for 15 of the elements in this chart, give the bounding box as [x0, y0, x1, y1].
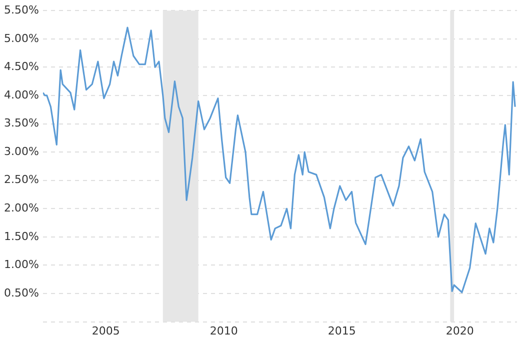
y-tick-label: 3.00%: [4, 144, 39, 158]
x-tick-label: 2010: [210, 324, 238, 338]
y-tick-label: 5.50%: [4, 3, 39, 16]
x-tick-label: 2015: [328, 324, 356, 338]
y-tick-label: 5.00%: [4, 32, 39, 45]
y-tick-label: 2.00%: [4, 201, 39, 214]
y-tick-label: 1.50%: [4, 230, 39, 243]
y-tick-label: 2.50%: [4, 173, 39, 186]
y-tick-label: 0.50%: [4, 286, 39, 300]
y-tick-label: 1.00%: [4, 258, 39, 272]
y-tick-label: 4.50%: [4, 60, 39, 74]
y-tick-label: 4.00%: [4, 88, 39, 102]
y-tick-label: 3.50%: [4, 116, 39, 130]
x-tick-label: 2020: [446, 324, 474, 338]
x-tick-label: 2005: [92, 324, 120, 338]
